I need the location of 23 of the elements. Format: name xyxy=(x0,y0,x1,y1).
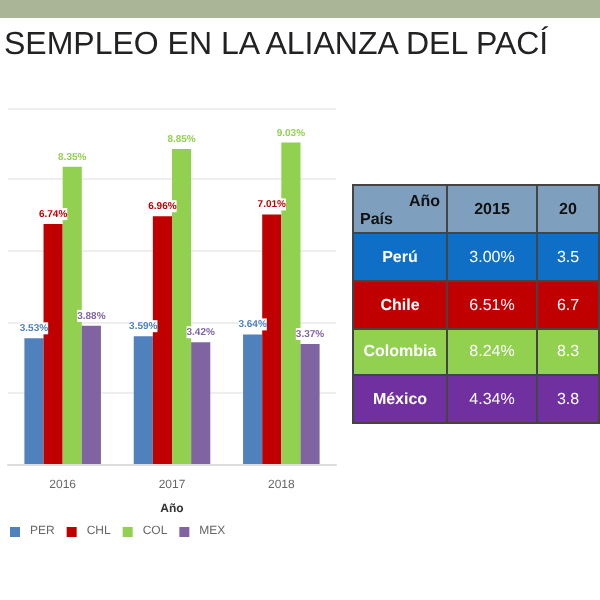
text: Año xyxy=(406,191,442,209)
text: 20 xyxy=(537,185,599,233)
bar xyxy=(191,342,211,464)
text: Colombia xyxy=(353,328,447,376)
text: Perú xyxy=(353,233,447,281)
text: 6.51% xyxy=(447,280,537,328)
text: 3.00% xyxy=(447,233,537,281)
bar xyxy=(24,338,44,464)
text: 8.24% xyxy=(447,328,537,376)
text: 2015 xyxy=(447,185,537,233)
text: 3.8 xyxy=(537,375,599,423)
chart-title: SEMPLEO EN LA ALIANZA DEL PACÍ xyxy=(4,28,549,64)
text: Chile xyxy=(353,280,447,328)
bar xyxy=(243,334,263,464)
text: País xyxy=(358,209,395,227)
text: México xyxy=(353,375,447,423)
text: 6.7 xyxy=(537,280,599,328)
text: 4.34% xyxy=(447,375,537,423)
text: 3.5 xyxy=(537,233,599,281)
bar xyxy=(81,325,101,464)
text: 8.3 xyxy=(537,328,599,376)
bar xyxy=(300,344,320,464)
bar xyxy=(133,336,153,464)
